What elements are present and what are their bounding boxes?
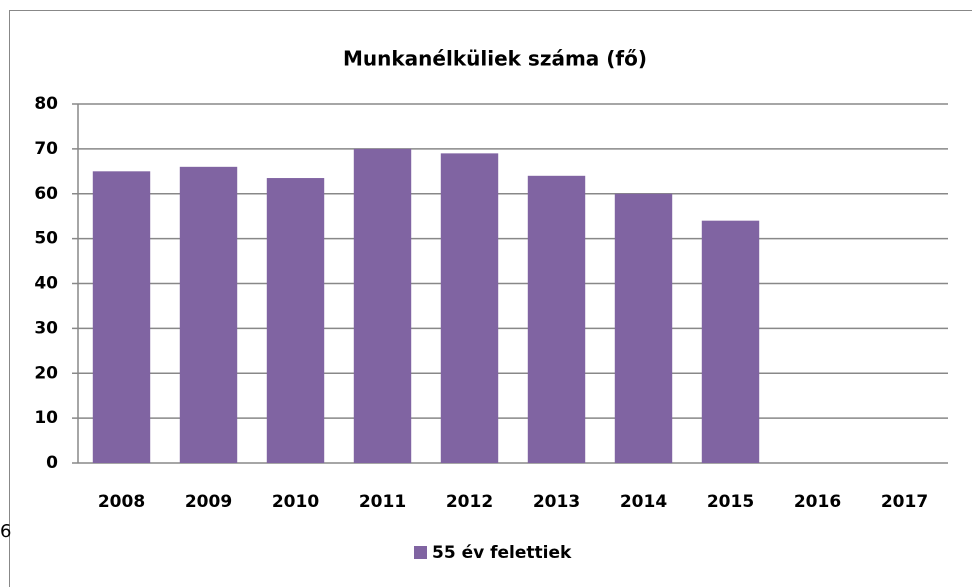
bar [179,166,238,463]
bar [701,220,760,463]
bar [353,148,412,463]
x-tick-label: 2017 [881,492,928,512]
page-fragment: 6 [0,521,11,542]
x-tick-label: 2016 [794,492,841,512]
bar [440,153,499,464]
y-tick-label: 20 [34,363,58,383]
y-tick-label: 80 [34,94,58,114]
x-tick-label: 2014 [620,492,667,512]
chart-title: Munkanélküliek száma (fő) [343,47,647,71]
y-tick-label: 10 [34,408,58,428]
x-tick-label: 2011 [359,492,406,512]
legend-swatch [414,546,427,559]
y-tick-label: 70 [34,139,58,159]
x-tick-label: 2009 [185,492,232,512]
y-tick-label: 40 [34,274,58,294]
y-tick-label: 0 [46,453,58,473]
x-tick-label: 2013 [533,492,580,512]
x-tick-label: 2015 [707,492,754,512]
bar [266,178,325,463]
bar [527,175,586,464]
x-tick-label: 2008 [98,492,145,512]
bar [92,171,151,463]
bar [614,193,673,463]
x-tick-label: 2012 [446,492,493,512]
y-tick-label: 30 [34,318,58,338]
legend-label: 55 év felettiek [432,543,572,563]
x-tick-label: 2010 [272,492,319,512]
y-tick-label: 50 [34,229,58,249]
y-tick-label: 60 [34,184,58,204]
